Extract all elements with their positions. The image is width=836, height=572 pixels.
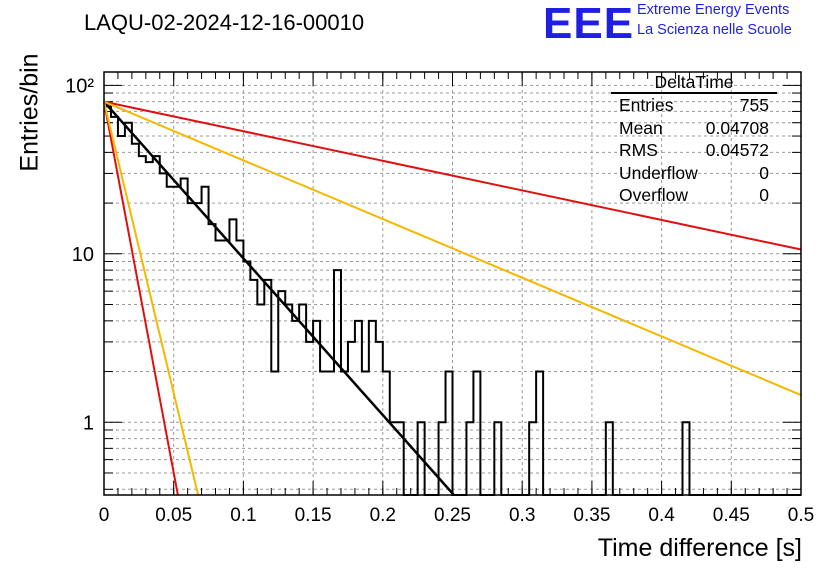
grid xyxy=(103,72,802,495)
stats-value: 755 xyxy=(739,95,769,115)
stats-row: Mean 0.04708 xyxy=(611,117,777,140)
tick-labels: 0 0.05 0.1 0.15 0.2 0.25 0.3 0.35 0.4 0.45 0.5 1 10 1… xyxy=(65,75,814,526)
stats-label: Entries xyxy=(619,95,674,115)
stats-label: Overflow xyxy=(619,185,689,205)
fit-line xyxy=(103,100,455,496)
fit-lines xyxy=(103,100,802,496)
chart-title: LAQU-02-2024-12-16-00010 xyxy=(84,10,365,35)
x-tick-label: 0.2 xyxy=(370,505,396,526)
stats-value: 0 xyxy=(759,162,769,183)
fit-line xyxy=(103,101,200,496)
stats-row: Underflow 0 xyxy=(611,162,777,185)
stats-label: RMS xyxy=(619,140,658,160)
x-tick-label: 0.4 xyxy=(648,505,675,526)
stats-value: 0.04708 xyxy=(705,117,769,138)
x-axis-label: Time difference [s] xyxy=(597,534,802,562)
x-tick-label: 0 xyxy=(99,505,110,526)
stats-row: Overflow 0 xyxy=(611,184,777,207)
stats-box: DeltaTime Entries 755 Mean 0.04708 RMS 0… xyxy=(611,72,777,207)
y-tick-label: 10 xyxy=(72,244,94,266)
x-tick-label: 0.25 xyxy=(434,505,471,526)
axis-ticks xyxy=(103,72,802,495)
fit-line xyxy=(103,101,179,496)
x-tick-label: 0.5 xyxy=(788,505,814,526)
stats-label: Underflow xyxy=(619,162,698,183)
logo-line-1: Extreme Energy Events xyxy=(637,2,790,18)
x-tick-label: 0.3 xyxy=(509,505,535,526)
x-tick-label: 0.15 xyxy=(295,505,332,526)
y-tick-label: 1 xyxy=(83,412,94,434)
fit-line xyxy=(103,100,802,251)
stats-title: DeltaTime xyxy=(611,72,777,94)
stats-value: 0.04572 xyxy=(705,140,769,160)
stats-row: RMS 0.04572 xyxy=(611,139,777,162)
y-tick-label: 10² xyxy=(65,75,94,97)
x-tick-label: 0.45 xyxy=(713,505,750,526)
plot-frame xyxy=(103,71,802,496)
fit-line xyxy=(103,100,802,396)
y-axis-label: Entries/bin xyxy=(15,53,44,172)
x-tick-label: 0.1 xyxy=(230,505,256,526)
logo-line-2: La Scienza nelle Scuole xyxy=(637,22,792,38)
eee-logo: EEE xyxy=(543,0,635,48)
stats-value: 0 xyxy=(759,185,769,205)
x-tick-label: 0.35 xyxy=(573,505,610,526)
stats-label: Mean xyxy=(619,117,663,138)
x-tick-label: 0.05 xyxy=(155,505,192,526)
stats-row: Entries 755 xyxy=(611,94,777,117)
